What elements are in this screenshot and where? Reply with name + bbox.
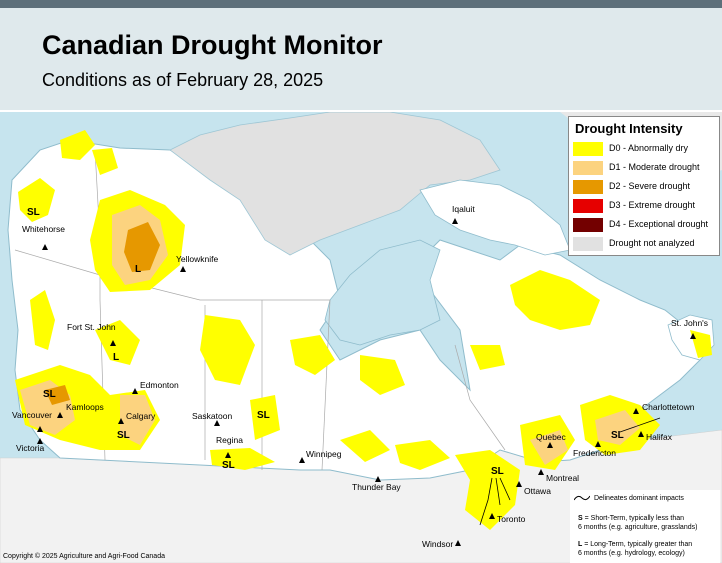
city-whitehorse: Whitehorse: [22, 224, 65, 234]
impact-notes: Delineates dominant impacts S = Short-Te…: [570, 490, 720, 563]
city-fredericton: Fredericton: [573, 448, 616, 458]
note-short-term-detail: 6 months (e.g. agriculture, grasslands): [578, 524, 698, 531]
city-victoria: Victoria: [16, 443, 44, 453]
city-marker: [299, 457, 305, 463]
city-marker: [118, 418, 124, 424]
impact-label-l: L: [113, 352, 119, 363]
city-marker: [214, 420, 220, 426]
legend-item-d3: D3 - Extreme drought: [573, 198, 717, 214]
legend-label: D2 - Severe drought: [609, 181, 691, 191]
impact-label-sl: SL: [43, 389, 56, 400]
city-marker: [42, 244, 48, 250]
city-quebec: Quebec: [536, 432, 567, 442]
legend-swatch: [573, 180, 603, 194]
legend-swatch: [573, 161, 603, 175]
city-marker: [180, 266, 186, 272]
impact-lines: [479, 417, 661, 526]
city-marker: [225, 452, 231, 458]
impact-label-sl: SL: [257, 410, 270, 421]
legend-label: D0 - Abnormally dry: [609, 143, 689, 153]
legend-item-not-analyzed: Drought not analyzed: [573, 236, 717, 252]
legend-swatch: [573, 218, 603, 232]
city-kamloops: Kamloops: [66, 402, 104, 412]
city-st-johns: St. John's: [671, 318, 708, 328]
city-halifax: Halifax: [646, 432, 673, 442]
header: Canadian Drought Monitor Conditions as o…: [0, 0, 722, 110]
note-short-term-text: = Short-Term, typically less than: [582, 515, 685, 522]
note-long-term-detail: 6 months (e.g. hydrology, ecology): [578, 550, 685, 557]
legend-label: Drought not analyzed: [609, 238, 695, 248]
legend-item-d4: D4 - Exceptional drought: [573, 217, 717, 233]
city-vancouver: Vancouver: [12, 410, 52, 420]
city-marker: [57, 412, 63, 418]
city-calgary: Calgary: [126, 411, 156, 421]
legend-swatch: [573, 142, 603, 156]
impact-label-sl: SL: [222, 460, 235, 471]
city-marker: [455, 540, 461, 546]
city-marker: [638, 431, 644, 437]
page-title: Canadian Drought Monitor: [42, 30, 383, 60]
city-marker: [375, 476, 381, 482]
legend-swatch: [573, 199, 603, 213]
impact-labels: SL L L SL SL SL SL SL SL: [27, 207, 624, 477]
legend-label: D4 - Exceptional drought: [609, 219, 709, 229]
city-marker: [595, 441, 601, 447]
page-subtitle: Conditions as of February 28, 2025: [42, 70, 324, 90]
note-line-key: Delineates dominant impacts: [594, 495, 684, 502]
city-marker: [132, 388, 138, 394]
legend-item-d0: D0 - Abnormally dry: [573, 141, 717, 157]
cities: Whitehorse Yellowknife Iqaluit Fort St. …: [12, 204, 708, 549]
note-long-term-text: = Long-Term, typically greater than: [582, 541, 693, 548]
city-fort-st-john: Fort St. John: [67, 322, 116, 332]
city-marker: [690, 333, 696, 339]
legend-label: D3 - Extreme drought: [609, 200, 696, 210]
city-ottawa: Ottawa: [524, 486, 551, 496]
d2-areas: [45, 222, 160, 405]
arctic-islands: [169, 112, 501, 256]
baffin-island: [419, 179, 571, 256]
city-thunder-bay: Thunder Bay: [352, 482, 401, 492]
delineation-line-icon: [574, 495, 590, 501]
legend-title: Drought Intensity: [575, 121, 683, 136]
impact-label-sl: SL: [491, 466, 504, 477]
city-marker: [452, 218, 458, 224]
city-windsor: Windsor: [422, 539, 453, 549]
city-marker: [516, 481, 522, 487]
city-yellowknife: Yellowknife: [176, 254, 218, 264]
legend-label: D1 - Moderate drought: [609, 162, 700, 172]
legend-item-d2: D2 - Severe drought: [573, 179, 717, 195]
city-marker: [37, 438, 43, 444]
note-long-term: L = Long-Term, typically greater than: [578, 540, 692, 549]
copyright: Copyright © 2025 Agriculture and Agri-Fo…: [3, 553, 165, 560]
city-marker: [37, 426, 43, 432]
city-regina: Regina: [216, 435, 243, 445]
city-marker: [547, 442, 553, 448]
city-edmonton: Edmonton: [140, 380, 179, 390]
impact-label-sl: SL: [117, 430, 130, 441]
city-iqaluit: Iqaluit: [452, 204, 475, 214]
impact-label-l: L: [135, 264, 141, 275]
legend-swatch: [573, 237, 603, 251]
city-charlottetown: Charlottetown: [642, 402, 695, 412]
impact-label-sl: SL: [27, 207, 40, 218]
legend-item-d1: D1 - Moderate drought: [573, 160, 717, 176]
legend: Drought Intensity D0 - Abnormally dry D1…: [568, 116, 720, 256]
note-short-term: S = Short-Term, typically less than: [578, 514, 684, 523]
city-marker: [633, 408, 639, 414]
impact-label-sl: SL: [611, 430, 624, 441]
city-marker: [489, 513, 495, 519]
hudson-bay: [324, 239, 441, 346]
header-bar: [0, 0, 722, 8]
city-montreal: Montreal: [546, 473, 579, 483]
city-saskatoon: Saskatoon: [192, 411, 232, 421]
city-toronto: Toronto: [497, 514, 526, 524]
city-marker: [538, 469, 544, 475]
city-marker: [110, 340, 116, 346]
note-short-term-prefix: S: [578, 515, 583, 522]
city-winnipeg: Winnipeg: [306, 449, 342, 459]
note-long-term-prefix: L: [578, 541, 583, 548]
